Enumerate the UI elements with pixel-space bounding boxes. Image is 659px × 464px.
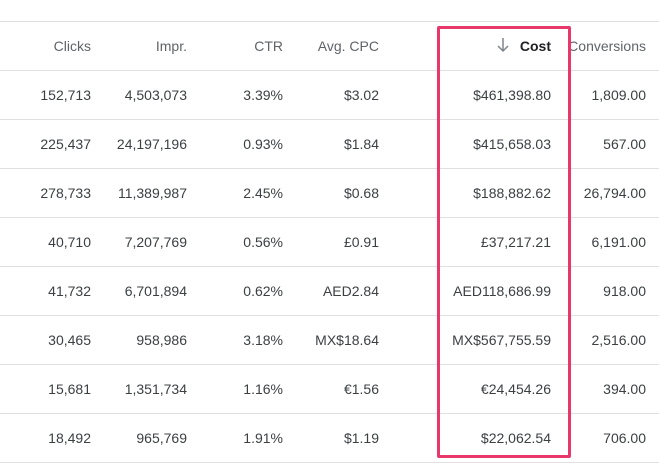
row-divider	[0, 119, 659, 120]
row-divider	[0, 217, 659, 218]
table-cell: £0.91	[343, 234, 379, 250]
column-header[interactable]: Impr.	[155, 38, 187, 54]
table-cell: 26,794.00	[583, 185, 646, 201]
table-cell: 1.16%	[243, 381, 283, 397]
table-cell: 40,710	[48, 234, 91, 250]
table-cell: 965,769	[136, 430, 187, 446]
table-cell: 567.00	[603, 136, 646, 152]
row-divider	[0, 462, 659, 463]
table-cell: AED2.84	[322, 283, 379, 299]
row-divider	[0, 315, 659, 316]
row-divider	[0, 70, 659, 71]
table-cell: 6,191.00	[591, 234, 647, 250]
table-cell: 706.00	[603, 430, 646, 446]
table-cell: 152,713	[40, 87, 91, 103]
table-cell: 918.00	[603, 283, 646, 299]
row-divider	[0, 364, 659, 365]
table-cell: 41,732	[48, 283, 91, 299]
table-cell: $22,062.54	[480, 430, 551, 446]
table-cell: 0.93%	[243, 136, 283, 152]
sort-arrow[interactable]	[496, 37, 510, 53]
table-cell: $461,398.80	[473, 87, 551, 103]
table-cell: MX$18.64	[315, 332, 379, 348]
table-cell: $3.02	[343, 87, 379, 103]
table-cell: $188,882.62	[473, 185, 551, 201]
row-divider	[0, 413, 659, 414]
table-cell: 6,701,894	[124, 283, 187, 299]
table-cell: €24,454.26	[480, 381, 551, 397]
column-header[interactable]: Clicks	[53, 38, 91, 54]
table-cell: 3.39%	[243, 87, 283, 103]
table-cell: $415,658.03	[473, 136, 551, 152]
table-cell: 4,503,073	[124, 87, 187, 103]
table-cell: 958,986	[136, 332, 187, 348]
table-cell: 278,733	[40, 185, 91, 201]
table-cell: 2,516.00	[591, 332, 647, 348]
table-cell: 11,389,987	[117, 185, 187, 201]
table-cell: 3.18%	[243, 332, 283, 348]
table-cell: MX$567,755.59	[452, 332, 551, 348]
table-cell: 394.00	[603, 381, 646, 397]
table-cell: £37,217.21	[480, 234, 551, 250]
column-header[interactable]: Cost	[519, 38, 551, 54]
table-cell: 0.56%	[243, 234, 283, 250]
table-cell: €1.56	[343, 381, 379, 397]
row-divider	[0, 21, 659, 22]
table-cell: 225,437	[40, 136, 91, 152]
table-cell: 1.91%	[243, 430, 283, 446]
row-divider	[0, 168, 659, 169]
highlight-box	[437, 26, 571, 458]
table-cell: 30,465	[48, 332, 91, 348]
table-cell: $1.84	[343, 136, 379, 152]
column-header[interactable]: CTR	[254, 38, 283, 54]
table-cell: 24,197,196	[116, 136, 187, 152]
table-cell: 15,681	[48, 381, 91, 397]
table-cell: 18,492	[48, 430, 91, 446]
table-cell: 2.45%	[243, 185, 283, 201]
table-cell: $0.68	[343, 185, 379, 201]
row-divider	[0, 266, 659, 267]
table-cell: 1,351,734	[124, 381, 187, 397]
table-cell: 0.62%	[243, 283, 283, 299]
table-cell: $1.19	[343, 430, 379, 446]
column-header[interactable]: Conversions	[568, 38, 646, 54]
column-header[interactable]: Avg. CPC	[317, 38, 379, 54]
table-cell: 1,809.00	[591, 87, 647, 103]
table-cell: AED118,686.99	[453, 283, 551, 299]
table-cell: 7,207,769	[124, 234, 187, 250]
